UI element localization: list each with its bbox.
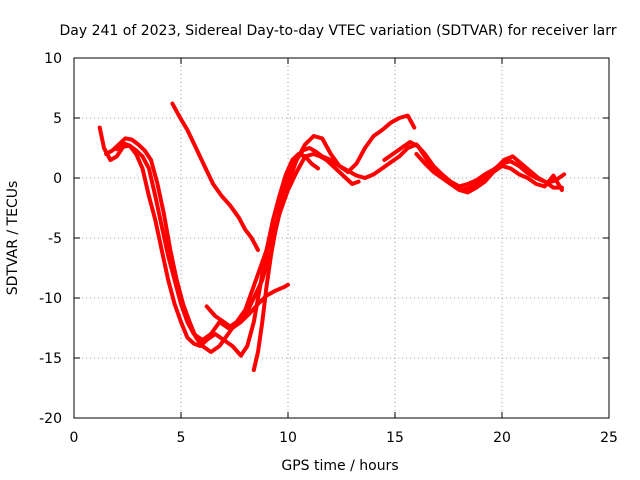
x-tick-label: 0 xyxy=(70,430,79,446)
y-tick-label: -5 xyxy=(48,231,62,247)
plot-frame xyxy=(73,57,610,419)
y-tick-label: -10 xyxy=(39,291,62,307)
y-tick-label: -20 xyxy=(39,411,62,427)
chart-title: Day 241 of 2023, Sidereal Day-to-day VTE… xyxy=(60,23,617,39)
series-line-5 xyxy=(204,282,290,330)
x-tick-label: 15 xyxy=(386,430,404,446)
x-tick-label: 20 xyxy=(493,430,511,446)
series-line-8 xyxy=(414,152,564,195)
series-line-6 xyxy=(251,142,564,372)
series-line-2 xyxy=(104,113,417,354)
y-tick-label: 10 xyxy=(44,51,62,67)
y-axis-label: SDTVAR / TECUs xyxy=(5,181,21,296)
tick-labels: 0 5 10 15 20 25 -20 -15 -10 -5 0 5 10 xyxy=(39,51,618,446)
x-tick-label: 25 xyxy=(600,430,618,446)
y-tick-label: 5 xyxy=(53,111,62,127)
x-axis-label: GPS time / hours xyxy=(281,458,398,474)
series-line-7 xyxy=(382,140,567,192)
y-tick-label: 0 xyxy=(53,171,62,187)
series-line-4 xyxy=(170,101,260,252)
y-tick-label: -15 xyxy=(39,351,62,367)
grid xyxy=(74,58,609,418)
x-tick-label: 5 xyxy=(177,430,186,446)
series-line-3 xyxy=(114,141,320,358)
x-tick-label: 10 xyxy=(279,430,297,446)
data-series xyxy=(97,101,567,372)
